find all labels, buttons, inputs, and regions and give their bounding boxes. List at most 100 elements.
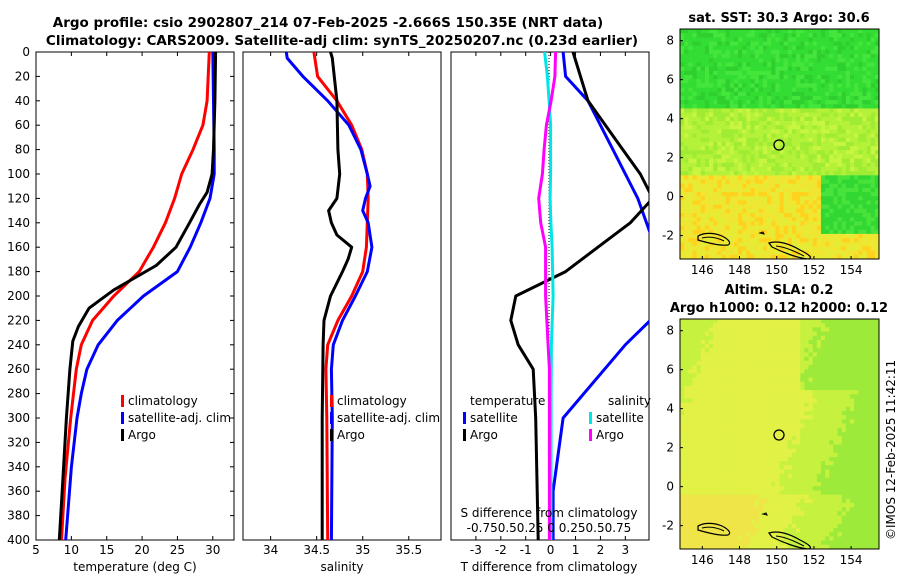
heatmap-cell bbox=[758, 415, 764, 420]
heatmap-cell bbox=[862, 45, 868, 51]
heatmap-cell bbox=[758, 323, 764, 328]
heatmap-cell bbox=[825, 49, 830, 55]
heatmap-cell bbox=[796, 58, 801, 63]
heatmap-cell bbox=[866, 29, 872, 34]
heatmap-cell bbox=[742, 91, 747, 97]
heatmap-cell bbox=[750, 41, 756, 47]
heatmap-cell bbox=[738, 108, 743, 114]
heatmap-cell bbox=[849, 431, 855, 437]
heatmap-cell bbox=[858, 323, 863, 328]
heatmap-cell bbox=[870, 91, 876, 97]
heatmap-cell bbox=[696, 217, 702, 222]
heatmap-cell bbox=[680, 390, 685, 395]
heatmap-cell bbox=[791, 29, 797, 34]
heatmap-cell bbox=[808, 381, 814, 387]
heatmap-cell bbox=[825, 348, 830, 353]
heatmap-cell bbox=[845, 452, 851, 458]
heatmap-cell bbox=[750, 381, 756, 387]
heatmap-cell bbox=[742, 104, 747, 109]
heatmap-cell bbox=[775, 369, 780, 374]
heatmap-cell bbox=[680, 335, 685, 341]
heatmap-cell bbox=[833, 250, 839, 256]
heatmap-cell bbox=[767, 457, 772, 462]
heatmap-cell bbox=[804, 477, 810, 483]
heatmap-cell bbox=[758, 121, 764, 126]
heatmap-cell bbox=[746, 473, 751, 479]
heatmap-cell bbox=[692, 465, 698, 471]
heatmap-cell bbox=[717, 461, 722, 466]
heatmap-cell bbox=[758, 70, 764, 76]
heatmap-cell bbox=[692, 183, 698, 189]
heatmap-cell bbox=[684, 154, 689, 160]
heatmap-cell bbox=[800, 33, 805, 38]
heatmap-cell bbox=[713, 461, 718, 466]
x-tick-label: 10 bbox=[64, 543, 79, 557]
heatmap-cell bbox=[800, 238, 805, 243]
heatmap-cell bbox=[858, 369, 863, 374]
heatmap-cell bbox=[738, 141, 743, 147]
heatmap-cell bbox=[870, 331, 876, 337]
heatmap-cell bbox=[684, 233, 689, 239]
heatmap-cell bbox=[692, 402, 698, 408]
heatmap-cell bbox=[746, 150, 751, 155]
heatmap-cell bbox=[841, 486, 847, 491]
heatmap-cell bbox=[825, 436, 830, 441]
heatmap-cell bbox=[762, 54, 768, 59]
heatmap-cell bbox=[733, 335, 739, 341]
heatmap-cell bbox=[704, 233, 710, 239]
heatmap-cell bbox=[733, 431, 739, 437]
heatmap-cell bbox=[862, 104, 868, 109]
heatmap-cell bbox=[750, 62, 756, 68]
heatmap-cell bbox=[800, 352, 805, 358]
heatmap-cell bbox=[750, 108, 756, 114]
heatmap-cell bbox=[729, 54, 735, 59]
heatmap-cell bbox=[725, 112, 731, 118]
x-tick-label: 150 bbox=[765, 263, 788, 277]
heatmap-cell bbox=[771, 37, 776, 43]
heatmap-cell bbox=[700, 352, 706, 358]
heatmap-cell bbox=[696, 158, 702, 164]
heatmap-cell bbox=[845, 444, 851, 450]
heatmap-cell bbox=[829, 411, 834, 416]
heatmap-cell bbox=[733, 171, 739, 176]
heatmap-cell bbox=[771, 319, 776, 324]
heatmap-cell bbox=[733, 490, 739, 496]
heatmap-cell bbox=[791, 360, 797, 366]
heatmap-cell bbox=[825, 477, 830, 483]
heatmap-cell bbox=[849, 250, 855, 256]
heatmap-cell bbox=[713, 406, 718, 412]
heatmap-cell bbox=[684, 45, 689, 51]
heatmap-cell bbox=[692, 91, 698, 97]
heatmap-cell bbox=[767, 465, 772, 471]
heatmap-cell bbox=[775, 250, 780, 256]
heatmap-cell bbox=[804, 29, 810, 34]
heatmap-cell bbox=[696, 100, 702, 105]
heatmap-cell bbox=[837, 141, 843, 147]
heatmap-cell bbox=[816, 398, 822, 404]
heatmap-cell bbox=[787, 58, 793, 63]
heatmap-cell bbox=[858, 477, 863, 483]
heatmap-cell bbox=[775, 91, 780, 97]
heatmap-cell bbox=[787, 398, 793, 404]
heatmap-cell bbox=[841, 373, 847, 379]
heatmap-cell bbox=[750, 327, 756, 333]
heatmap-cell bbox=[688, 381, 693, 387]
heatmap-cell bbox=[800, 360, 805, 366]
heatmap-cell bbox=[688, 137, 693, 143]
heatmap-cell bbox=[762, 254, 768, 259]
heatmap-cell bbox=[700, 171, 706, 176]
heatmap-cell bbox=[692, 398, 698, 404]
heatmap-cell bbox=[680, 469, 685, 475]
heatmap-cell bbox=[858, 482, 863, 487]
heatmap-cell bbox=[833, 133, 839, 139]
heatmap-cell bbox=[721, 83, 727, 89]
heatmap-cell bbox=[758, 344, 764, 349]
heatmap-cell bbox=[858, 200, 863, 206]
heatmap-cell bbox=[862, 406, 868, 412]
heatmap-cell bbox=[696, 423, 702, 429]
heatmap-cell bbox=[870, 348, 876, 353]
heatmap-cell bbox=[733, 87, 739, 93]
heatmap-cell bbox=[820, 436, 826, 441]
heatmap-cell bbox=[700, 192, 706, 197]
heatmap-cell bbox=[862, 452, 868, 458]
